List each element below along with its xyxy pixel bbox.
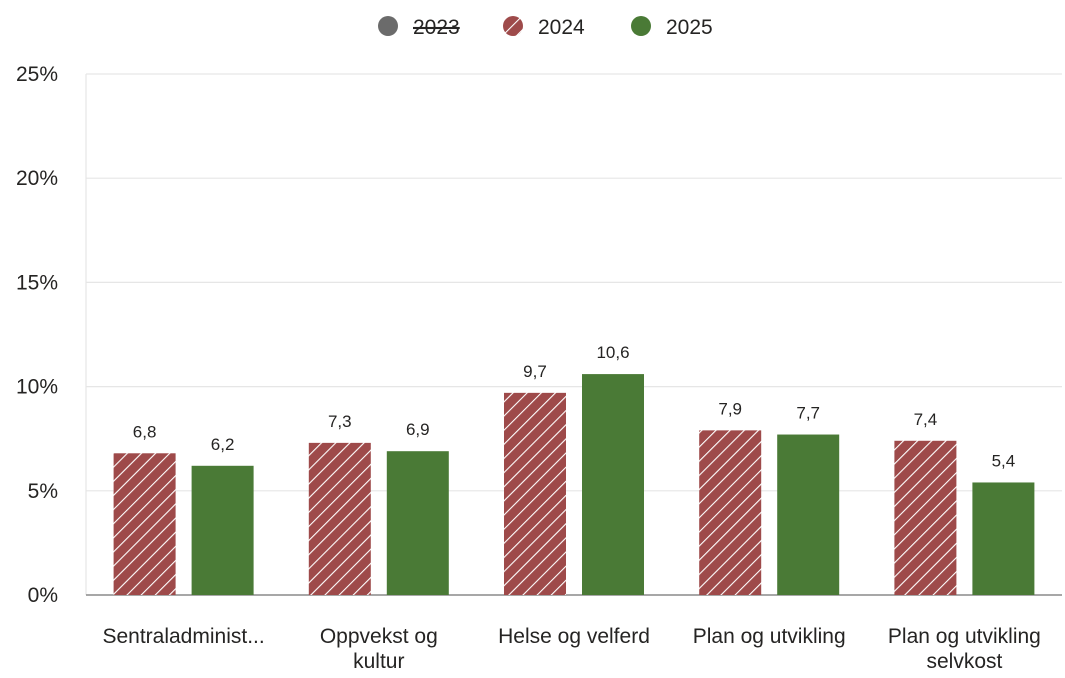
bar-2024[interactable]: [894, 440, 957, 595]
bar-2025[interactable]: [191, 465, 254, 595]
legend-label: 2024: [538, 16, 585, 39]
data-label: 10,6: [596, 343, 629, 362]
data-label: 6,8: [133, 422, 157, 441]
data-label: 7,4: [914, 410, 938, 429]
x-category-label-line: Plan og utvikling: [888, 625, 1041, 648]
bars: [113, 374, 1035, 595]
y-axis: 0% 5% 10% 15% 20% 25%: [16, 63, 58, 607]
bar-2024[interactable]: [699, 430, 762, 595]
y-tick-label: 25%: [16, 63, 58, 86]
legend-item-2025[interactable]: 2025: [631, 16, 713, 39]
x-category-label-line: selvkost: [926, 650, 1002, 673]
data-label: 7,9: [718, 399, 742, 418]
data-label: 7,3: [328, 412, 352, 431]
y-tick-label: 0%: [28, 584, 58, 607]
legend-marker: [378, 16, 398, 36]
data-labels: 6,8 6,2 7,3 6,9 9,7 10,6 7,9 7,7 7,4 5,4: [133, 343, 1015, 470]
x-category-label-line: Sentraladminist...: [102, 625, 264, 648]
y-tick-label: 20%: [16, 167, 58, 190]
bar-2025[interactable]: [582, 374, 644, 595]
legend: 2023 2024 2025: [378, 16, 713, 39]
bar-2025[interactable]: [777, 434, 840, 595]
y-tick-label: 5%: [28, 480, 58, 503]
legend-marker: [503, 16, 523, 36]
data-label: 6,9: [406, 420, 430, 439]
bar-2024[interactable]: [113, 453, 176, 595]
x-category-label: Sentraladminist...: [102, 625, 264, 648]
legend-marker: [631, 16, 651, 36]
x-category-label: Helse og velferd: [498, 625, 650, 648]
bar-2024[interactable]: [504, 392, 566, 595]
x-category-label-line: Helse og velferd: [498, 625, 650, 648]
legend-label: 2025: [666, 16, 713, 39]
bar-2025[interactable]: [386, 451, 449, 595]
data-label: 7,7: [796, 404, 820, 423]
legend-label: 2023: [413, 16, 460, 39]
legend-item-2023[interactable]: 2023: [378, 16, 460, 39]
x-category-label: Oppvekst og kultur: [320, 625, 438, 673]
data-label: 5,4: [992, 451, 1016, 470]
x-category-label: Plan og utvikling selvkost: [888, 625, 1041, 673]
x-category-label: Plan og utvikling: [693, 625, 846, 648]
bar-2024[interactable]: [308, 442, 371, 595]
data-label: 6,2: [211, 435, 235, 454]
x-axis: Sentraladminist... Oppvekst og kultur Helse…: [102, 625, 1040, 673]
x-category-label-line: kultur: [353, 650, 404, 673]
x-category-label-line: Oppvekst og: [320, 625, 438, 648]
y-tick-label: 15%: [16, 271, 58, 294]
y-tick-label: 10%: [16, 376, 58, 399]
data-label: 9,7: [523, 362, 547, 381]
bar-2025[interactable]: [972, 482, 1035, 595]
legend-item-2024[interactable]: 2024: [503, 16, 585, 39]
x-category-label-line: Plan og utvikling: [693, 625, 846, 648]
